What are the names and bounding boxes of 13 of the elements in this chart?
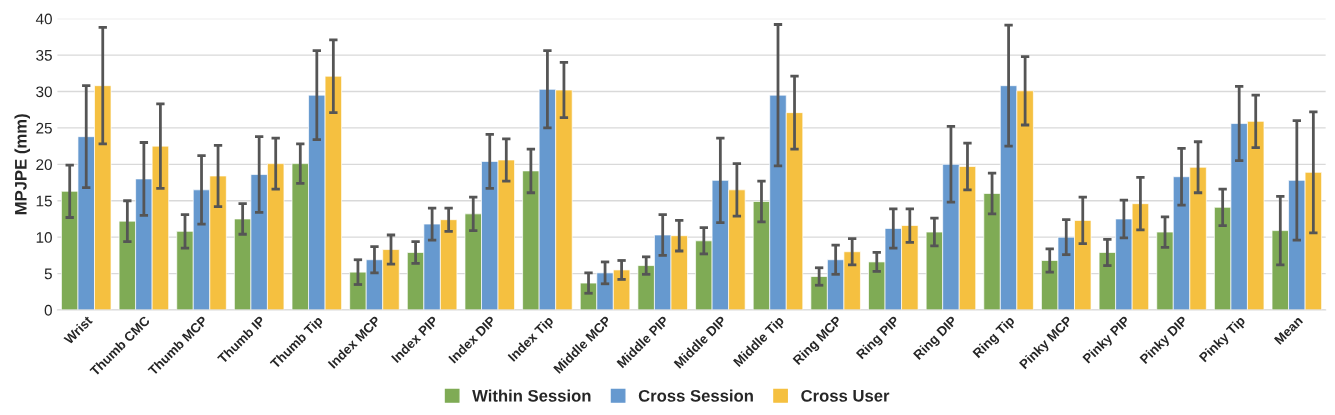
y-tick-label: 20 [36, 159, 52, 171]
legend-label: Cross User [801, 389, 890, 402]
y-tick-label: 30 [36, 86, 52, 98]
y-tick-label: 5 [44, 268, 52, 280]
y-tick-label: 10 [36, 232, 52, 243]
y-tick-label: 15 [36, 195, 52, 207]
y-axis-title: MPJPE (mm) [14, 114, 30, 215]
legend-label: Within Session [472, 389, 591, 402]
legend-label: Cross Session [638, 389, 753, 402]
y-tick-label: 40 [35, 13, 52, 25]
y-tick-label: 0 [44, 304, 52, 316]
y-tick-label: 35 [36, 49, 52, 61]
y-tick-label: 25 [36, 122, 52, 134]
